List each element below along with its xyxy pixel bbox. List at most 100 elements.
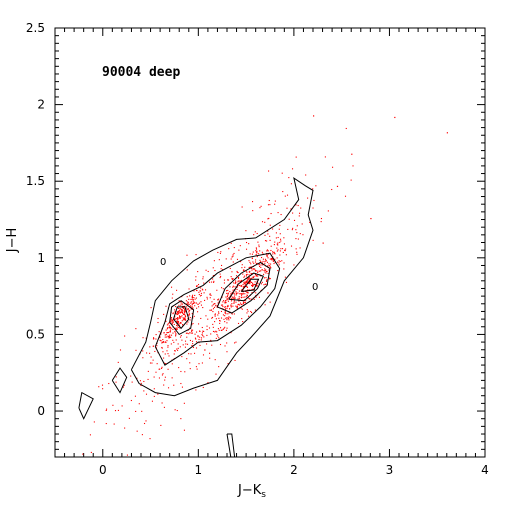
data-point bbox=[245, 241, 248, 244]
data-point bbox=[242, 269, 244, 271]
data-point bbox=[259, 265, 261, 268]
data-point bbox=[244, 283, 246, 285]
data-point bbox=[225, 290, 228, 292]
data-point bbox=[174, 409, 176, 411]
data-point bbox=[229, 291, 231, 293]
data-point bbox=[238, 290, 240, 292]
data-point bbox=[228, 312, 230, 314]
data-point bbox=[233, 302, 235, 304]
data-point bbox=[249, 266, 251, 268]
data-point bbox=[197, 271, 199, 273]
data-point bbox=[181, 386, 183, 388]
data-point bbox=[223, 318, 225, 320]
data-point bbox=[162, 338, 164, 341]
y-tick-labels: 0 0.5 1 1.5 2 2.5 bbox=[26, 21, 45, 418]
data-point bbox=[246, 312, 248, 314]
data-point bbox=[240, 294, 243, 296]
data-point bbox=[268, 170, 270, 172]
data-point bbox=[248, 271, 250, 273]
data-point bbox=[139, 380, 141, 382]
data-point bbox=[194, 298, 196, 300]
data-point bbox=[253, 298, 255, 300]
data-point bbox=[266, 279, 268, 281]
data-point bbox=[204, 349, 206, 351]
data-point bbox=[214, 303, 216, 305]
data-point bbox=[198, 291, 200, 293]
data-point bbox=[172, 321, 174, 324]
data-point bbox=[283, 237, 285, 239]
data-point bbox=[268, 199, 270, 202]
data-point bbox=[126, 454, 128, 456]
data-point bbox=[230, 294, 232, 296]
data-point bbox=[279, 260, 281, 262]
data-point bbox=[274, 200, 276, 202]
data-point bbox=[236, 270, 238, 272]
data-point bbox=[212, 326, 214, 328]
data-point bbox=[249, 280, 251, 282]
data-point bbox=[270, 212, 272, 215]
data-point bbox=[307, 197, 309, 199]
data-point bbox=[189, 316, 191, 319]
data-point bbox=[298, 215, 300, 217]
data-point bbox=[242, 286, 244, 288]
y-tick-label: 1 bbox=[37, 251, 45, 265]
data-point bbox=[283, 268, 285, 270]
data-point bbox=[250, 273, 252, 275]
data-point bbox=[177, 343, 179, 345]
data-point bbox=[172, 339, 174, 341]
data-point bbox=[244, 301, 246, 303]
data-point bbox=[237, 277, 240, 279]
data-point bbox=[161, 374, 163, 376]
data-point bbox=[231, 303, 233, 305]
data-point bbox=[246, 294, 248, 297]
data-point bbox=[179, 317, 181, 319]
data-point bbox=[214, 269, 216, 272]
data-point bbox=[242, 283, 244, 286]
data-point bbox=[295, 248, 297, 250]
data-point bbox=[227, 317, 229, 319]
data-point bbox=[250, 311, 253, 314]
data-point bbox=[222, 288, 224, 290]
data-point bbox=[203, 282, 205, 284]
data-point bbox=[183, 308, 186, 310]
data-point bbox=[280, 213, 282, 216]
data-point bbox=[261, 251, 263, 253]
data-point bbox=[175, 327, 177, 329]
data-point bbox=[178, 310, 180, 312]
data-point bbox=[268, 277, 270, 279]
data-point bbox=[264, 271, 266, 273]
data-point bbox=[239, 302, 242, 304]
data-point bbox=[217, 299, 219, 301]
data-point bbox=[230, 276, 232, 278]
data-point bbox=[172, 313, 174, 315]
data-point bbox=[242, 321, 244, 323]
data-point bbox=[162, 351, 164, 353]
data-point bbox=[190, 308, 192, 310]
data-point bbox=[195, 347, 198, 349]
data-point bbox=[176, 327, 178, 329]
data-point bbox=[183, 313, 185, 315]
data-point bbox=[167, 346, 169, 348]
data-point bbox=[309, 221, 311, 223]
data-point bbox=[163, 357, 165, 359]
data-point bbox=[234, 359, 236, 361]
data-point bbox=[277, 212, 279, 214]
data-point bbox=[219, 252, 221, 254]
data-point bbox=[230, 305, 232, 307]
data-point bbox=[188, 353, 190, 355]
data-point bbox=[124, 335, 126, 337]
data-point bbox=[247, 292, 249, 294]
data-point bbox=[237, 280, 239, 282]
data-point bbox=[177, 321, 180, 323]
data-point bbox=[160, 340, 162, 342]
data-point bbox=[206, 329, 208, 331]
data-point bbox=[351, 153, 353, 155]
data-point bbox=[240, 261, 242, 263]
data-point bbox=[292, 212, 294, 214]
data-point bbox=[214, 359, 216, 361]
data-point bbox=[259, 270, 261, 272]
data-point bbox=[257, 275, 259, 277]
x-axis-title: J−Ks bbox=[237, 483, 266, 500]
data-point bbox=[182, 310, 184, 312]
data-point bbox=[226, 297, 228, 299]
